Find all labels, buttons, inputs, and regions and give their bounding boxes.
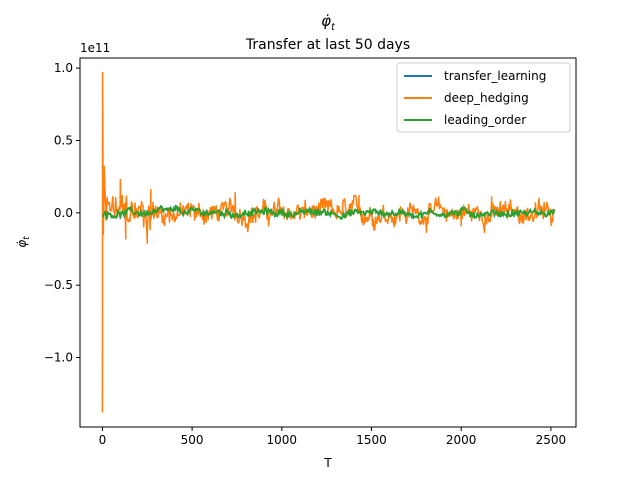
x-tick-label: 500: [181, 433, 204, 447]
x-tick-label: 0: [99, 433, 107, 447]
legend-label-leading-order: leading_order: [444, 113, 526, 127]
legend-label-deep-hedging: deep_hedging: [444, 91, 529, 105]
x-tick-label: 1500: [356, 433, 387, 447]
y-axis: 1.0 0.5 0.0 −0.5 −1.0: [44, 61, 80, 365]
chart-subtitle: Transfer at last 50 days: [245, 37, 410, 53]
y-tick-label: 0.5: [54, 133, 73, 147]
series-line-leading-order: [101, 204, 556, 220]
chart-title: φ̇t: [321, 12, 336, 33]
x-tick-label: 1000: [267, 433, 298, 447]
x-axis-label: T: [323, 456, 332, 470]
legend: transfer_learning deep_hedging leading_ord…: [396, 62, 571, 133]
y-axis-label: φ̇t: [15, 236, 32, 248]
y-tick-label: 1.0: [54, 61, 73, 75]
y-tick-label: −1.0: [44, 351, 73, 365]
series-group: [101, 71, 556, 413]
legend-label-transfer-learning: transfer_learning: [444, 69, 546, 83]
y-offset-text: 1e11: [80, 41, 110, 55]
x-tick-label: 2500: [536, 433, 567, 447]
y-tick-label: −0.5: [44, 278, 73, 292]
legend-box: [396, 62, 571, 133]
x-axis: 0 500 1000 1500 2000 2500: [99, 427, 567, 447]
axes-frame: [79, 57, 577, 428]
x-tick-label: 2000: [446, 433, 477, 447]
y-tick-label: 0.0: [54, 206, 73, 220]
